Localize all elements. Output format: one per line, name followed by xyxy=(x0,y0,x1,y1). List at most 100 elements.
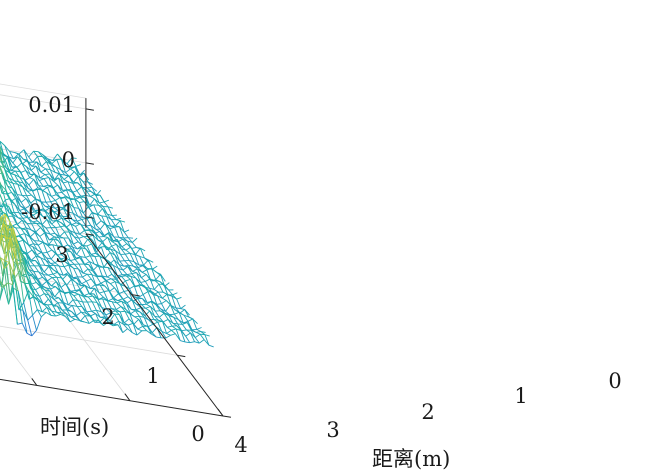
z-tick xyxy=(85,108,94,111)
mesh-line-t xyxy=(93,264,99,271)
mesh-line-x xyxy=(94,284,100,294)
mesh-line-x xyxy=(59,257,65,267)
mesh-line-x xyxy=(56,305,62,314)
mesh-line-x xyxy=(29,236,34,244)
mesh-line-x xyxy=(124,253,130,261)
mesh-line-t xyxy=(14,174,20,178)
mesh-line-x xyxy=(143,285,149,292)
mesh-line-t xyxy=(17,322,23,325)
mesh-line-t xyxy=(76,186,82,192)
mesh-line-t xyxy=(79,201,85,204)
mesh-line-x xyxy=(78,294,84,303)
mesh-line-t xyxy=(78,172,85,178)
mesh-line-x xyxy=(58,297,64,304)
mesh-line-t xyxy=(108,321,114,327)
mesh-line-x xyxy=(80,311,86,317)
mesh-line-x xyxy=(53,299,59,304)
mesh-line-x xyxy=(115,250,121,262)
mesh-line-x xyxy=(19,171,25,180)
mesh-line-t xyxy=(176,297,182,300)
mesh-line-t xyxy=(107,206,114,209)
mesh-line-x xyxy=(77,300,83,307)
mesh-line-x xyxy=(5,260,10,263)
mesh-line-t xyxy=(113,265,119,269)
mesh-line-x xyxy=(186,322,192,331)
mesh-line-x xyxy=(37,300,43,312)
mesh-line-t xyxy=(146,268,152,271)
mesh-line-x xyxy=(17,217,23,221)
mesh-line-x xyxy=(91,243,97,254)
mesh-line-t xyxy=(195,331,201,333)
mesh-line-x xyxy=(40,171,46,175)
mesh-line-t xyxy=(51,281,57,287)
mesh-line-x xyxy=(184,309,190,318)
mesh-line-t xyxy=(63,202,70,209)
mesh-line-x xyxy=(204,334,210,346)
mesh-line-x xyxy=(91,301,97,311)
x-axis-line xyxy=(0,378,224,417)
mesh-line-t xyxy=(178,311,185,316)
x-axis-label: 距离(m) xyxy=(372,447,450,471)
mesh-line-t xyxy=(28,150,34,158)
mesh-line-x xyxy=(45,161,51,170)
mesh-line-t xyxy=(114,281,121,285)
mesh-line-x xyxy=(79,223,85,231)
mesh-line-x xyxy=(69,260,75,265)
mesh-line-t xyxy=(0,184,3,194)
mesh-line-t xyxy=(96,213,102,217)
mesh-line-x xyxy=(31,249,37,257)
mesh-line-t xyxy=(185,332,191,337)
y-tick-label-1: 1 xyxy=(146,364,159,388)
mesh-line-x xyxy=(70,189,76,200)
mesh-line-x xyxy=(42,303,48,308)
mesh-line-x xyxy=(59,290,64,303)
mesh-line-t xyxy=(20,198,27,203)
mesh-line-t xyxy=(63,264,69,268)
mesh-line-t xyxy=(103,321,109,326)
mesh-line-x xyxy=(27,217,33,225)
mesh-line-x xyxy=(168,315,174,324)
mesh-line-x xyxy=(68,291,74,300)
mesh-line-x xyxy=(4,145,10,157)
mesh-line-t xyxy=(96,246,102,253)
mesh-line-t xyxy=(20,227,26,230)
mesh-line-t xyxy=(121,243,127,248)
mesh-line-t xyxy=(0,287,4,300)
mesh-line-t xyxy=(8,262,15,276)
mesh-line-x xyxy=(165,300,171,305)
mesh-line-t xyxy=(35,286,41,291)
mesh-line-t xyxy=(30,255,37,261)
mesh-line-t xyxy=(135,247,141,255)
mesh-line-x xyxy=(90,278,96,285)
mesh-line-x xyxy=(44,174,50,178)
mesh-line-t xyxy=(95,193,101,196)
mesh-line-t xyxy=(24,282,30,300)
mesh-line-x xyxy=(14,152,19,155)
mesh-line-t xyxy=(8,180,14,184)
mesh-line-x xyxy=(89,255,95,265)
mesh-line-x xyxy=(111,215,117,220)
mesh-line-t xyxy=(50,200,56,203)
mesh-line-x xyxy=(36,161,42,173)
mesh-line-t xyxy=(76,247,82,255)
mesh-line-t xyxy=(161,293,168,299)
mesh-line-x xyxy=(141,277,146,282)
mesh-line-x xyxy=(43,186,48,188)
mesh-line-x xyxy=(174,313,179,320)
mesh-line-x xyxy=(101,276,106,282)
mesh-line-t xyxy=(92,235,99,241)
mesh-line-x xyxy=(23,183,28,192)
mesh-line-x xyxy=(63,266,69,273)
mesh-line-t xyxy=(182,322,188,325)
mesh-line-t xyxy=(196,327,202,330)
mesh-line-t xyxy=(127,328,133,334)
mesh-line-x xyxy=(76,222,81,225)
mesh-line-t xyxy=(37,300,44,304)
mesh-line-x xyxy=(37,244,43,254)
mesh-line-x xyxy=(112,241,117,245)
mesh-line-t xyxy=(0,183,2,186)
mesh-line-t xyxy=(191,329,197,333)
mesh-line-x xyxy=(185,336,191,343)
mesh-line-x xyxy=(8,177,14,184)
mesh-line-t xyxy=(55,313,61,317)
